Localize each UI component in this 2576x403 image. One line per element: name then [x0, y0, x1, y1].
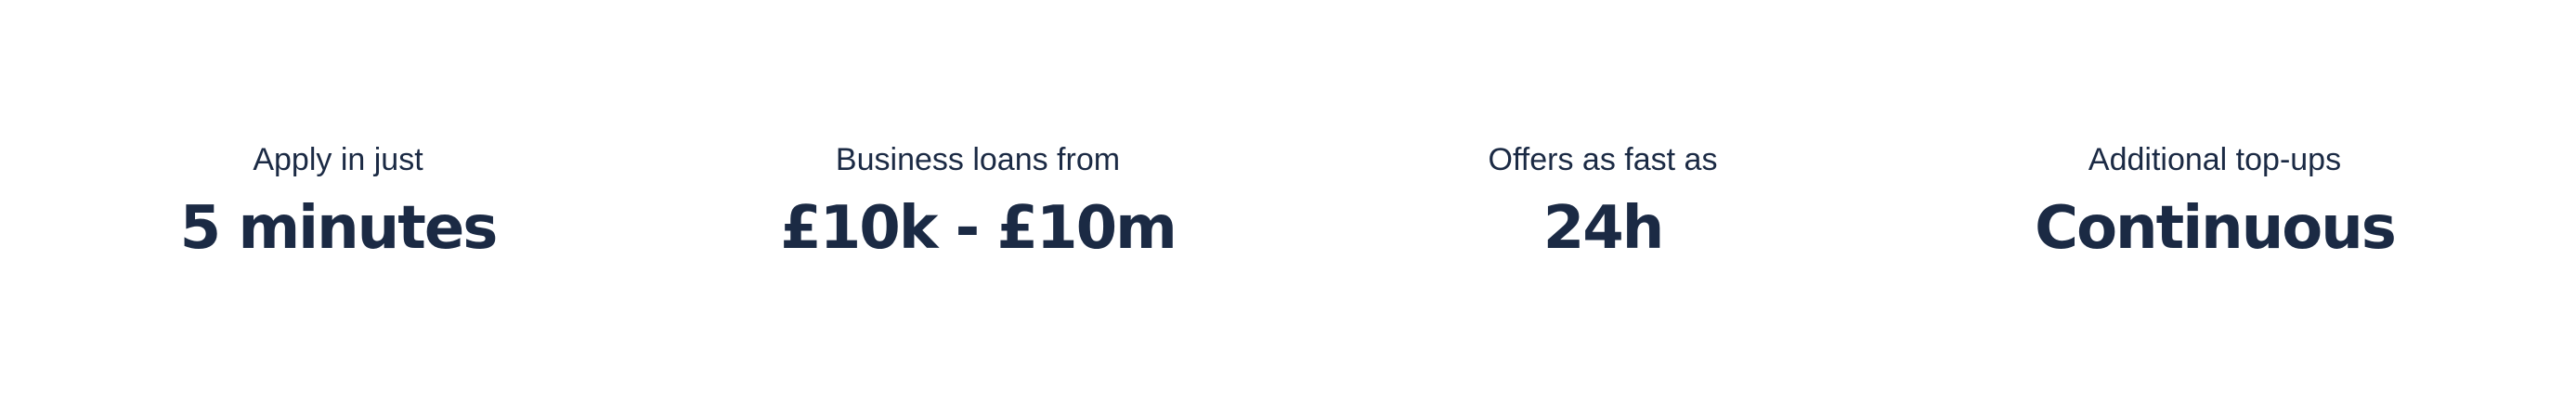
stat-label: Additional top-ups	[2088, 142, 2342, 177]
stat-label: Apply in just	[253, 142, 423, 177]
stat-label: Offers as fast as	[1488, 142, 1718, 177]
stat-value: 24h	[1542, 194, 1665, 263]
stat-value: 5 minutes	[179, 194, 499, 263]
stat-value: £10k - £10m	[780, 194, 1177, 263]
stat-loan-range: Business loans from £10k - £10m	[653, 137, 1303, 266]
stat-top-ups: Additional top-ups Continuous	[1890, 137, 2540, 266]
stat-value: Continuous	[2035, 194, 2397, 263]
stat-offer-speed: Offers as fast as 24h	[1278, 137, 1928, 266]
stat-apply-time: Apply in just 5 minutes	[13, 137, 663, 266]
stat-label: Business loans from	[835, 142, 1121, 177]
